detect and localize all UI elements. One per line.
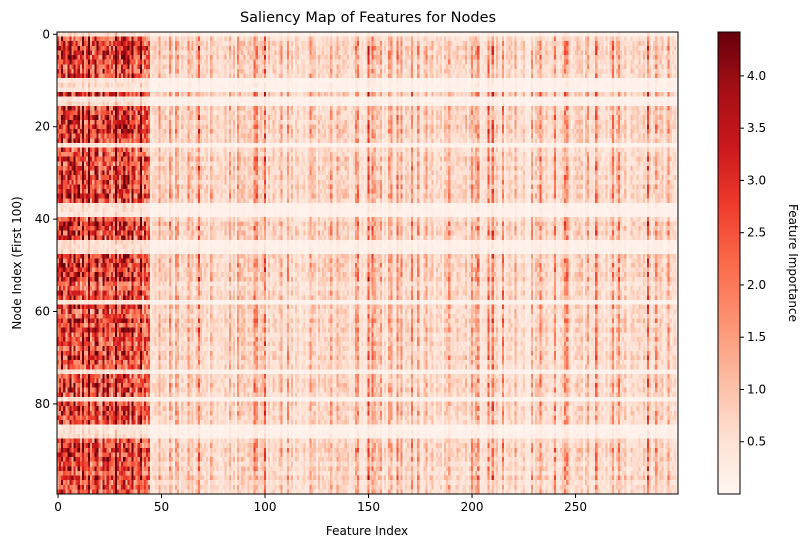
chart-title: Saliency Map of Features for Nodes xyxy=(240,10,496,26)
colorbar-tick-label: 3.0 xyxy=(747,173,766,187)
plot-frame xyxy=(56,31,679,495)
y-tick-label: 0 xyxy=(42,27,50,41)
y-tick-label: 60 xyxy=(35,305,50,319)
colorbar-label: Feature Importance xyxy=(786,204,800,322)
colorbar xyxy=(717,31,741,495)
x-tick-label: 0 xyxy=(54,500,62,514)
colorbar-tick-label: 2.5 xyxy=(747,226,766,240)
x-tick-label: 200 xyxy=(461,500,484,514)
y-axis: 0 20 40 60 80 xyxy=(35,27,57,411)
x-axis: 0 50 100 150 200 250 xyxy=(54,494,587,514)
y-axis-label: Node Index (First 100) xyxy=(10,196,24,329)
colorbar-tick-label: 1.5 xyxy=(747,330,766,344)
y-tick-label: 20 xyxy=(35,120,50,134)
colorbar-tick-label: 4.0 xyxy=(747,69,766,83)
x-tick-label: 150 xyxy=(357,500,380,514)
x-tick-label: 50 xyxy=(154,500,169,514)
x-tick-label: 100 xyxy=(254,500,277,514)
colorbar-tick-label: 0.5 xyxy=(747,435,766,449)
x-axis-label: Feature Index xyxy=(326,524,408,538)
y-tick-label: 80 xyxy=(35,397,50,411)
colorbar-tick-label: 2.0 xyxy=(747,278,766,292)
x-tick-label: 250 xyxy=(564,500,587,514)
y-tick-label: 40 xyxy=(35,212,50,226)
colorbar-axis: 0.5 1.0 1.5 2.0 2.5 3.0 3.5 4.0 xyxy=(740,69,766,449)
colorbar-tick-label: 1.0 xyxy=(747,382,766,396)
colorbar-tick-label: 3.5 xyxy=(747,121,766,135)
heatmap-cells xyxy=(57,32,678,494)
